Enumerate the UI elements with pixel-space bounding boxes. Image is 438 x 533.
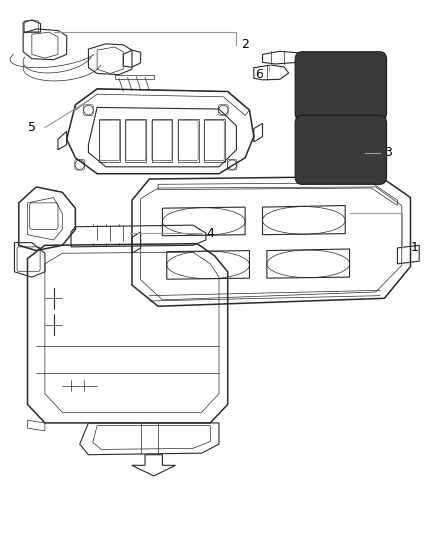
Text: 2: 2	[241, 38, 249, 51]
Text: 6: 6	[254, 68, 262, 81]
Text: 5: 5	[28, 121, 35, 134]
FancyBboxPatch shape	[295, 115, 387, 184]
FancyBboxPatch shape	[295, 52, 387, 120]
Text: 1: 1	[410, 241, 418, 254]
Text: 3: 3	[385, 146, 392, 159]
Text: 4: 4	[206, 227, 214, 240]
